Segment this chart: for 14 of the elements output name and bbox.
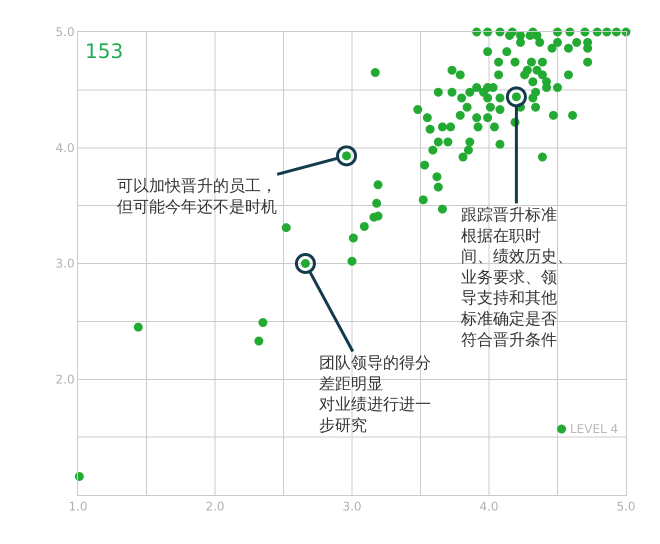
annotation: 可以加快晋升的员工，但可能今年还不是时机 bbox=[117, 176, 277, 216]
x-tick-label: 4.0 bbox=[479, 499, 499, 514]
y-tick-label: 3.0 bbox=[56, 256, 75, 271]
y-tick-label: 2.0 bbox=[56, 372, 75, 386]
x-tick-label: 3.0 bbox=[342, 499, 362, 514]
x-tick-label: 2.0 bbox=[205, 499, 225, 514]
annotation: 跟踪晋升标准根据在职时间、绩效历史、业务要求、领导支持和其他标准确定是否符合晋升条件 bbox=[460, 205, 573, 349]
annotation: LEVEL 4 bbox=[570, 422, 618, 436]
y-tick-label: 4.0 bbox=[56, 140, 75, 155]
annotation: 团队领导的得分差距明显对业绩进行进一步研究 bbox=[319, 353, 431, 434]
x-tick-label: 1.0 bbox=[68, 499, 88, 514]
annotation: 153 bbox=[85, 39, 124, 63]
y-tick-label: 5.0 bbox=[56, 25, 75, 40]
x-tick-label: 5.0 bbox=[616, 499, 636, 514]
